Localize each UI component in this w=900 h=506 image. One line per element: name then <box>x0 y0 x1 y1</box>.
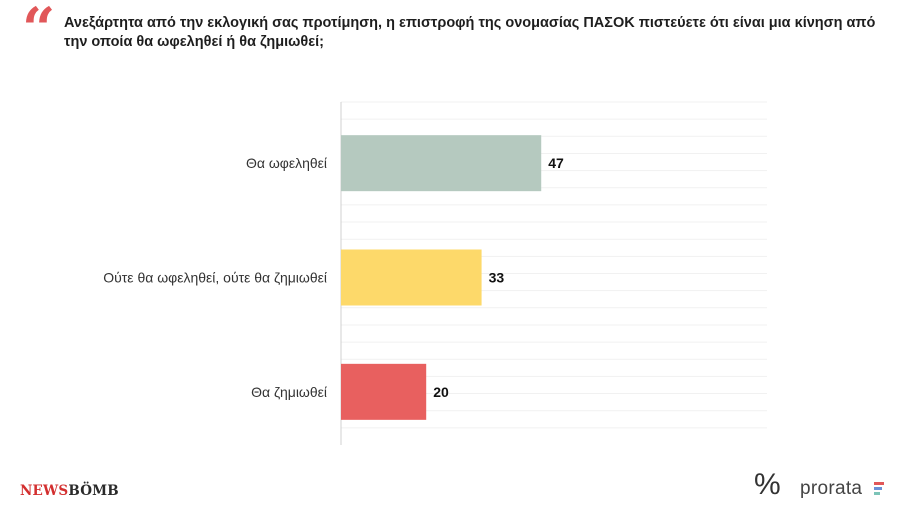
prorata-logo-bar <box>874 482 884 485</box>
bar <box>341 249 482 306</box>
category-labels: Θα ωφεληθεί Ούτε θα ωφεληθεί, ούτε θα ζημ… <box>103 155 327 400</box>
value-labels: 47 33 20 <box>433 155 564 400</box>
question-title: Ανεξάρτητα από την εκλογική σας προτίμησ… <box>64 15 876 50</box>
newsbomb-logo-part2: BÖMB <box>68 483 119 499</box>
bar <box>341 135 542 192</box>
value-label: 47 <box>548 155 564 171</box>
bar <box>341 363 427 420</box>
newsbomb-logo-part1: NEWS <box>20 483 69 499</box>
quote-mark-icon: “ <box>22 0 56 63</box>
value-label: 20 <box>433 384 449 400</box>
percent-logo-icon: % <box>754 468 781 501</box>
prorata-logo-bar <box>874 487 882 490</box>
newsbomb-logo: NEWSBÖMB <box>20 483 119 499</box>
prorata-logo-bar <box>874 492 880 495</box>
category-label: Θα ζημιωθεί <box>251 384 327 400</box>
bars <box>341 135 542 420</box>
prorata-logo: prorata <box>800 478 863 499</box>
category-label: Θα ωφεληθεί <box>246 155 327 171</box>
value-label: 33 <box>489 270 505 286</box>
prorata-logo-bars-icon <box>874 482 884 497</box>
category-label: Ούτε θα ωφεληθεί, ούτε θα ζημιωθεί <box>103 270 327 286</box>
